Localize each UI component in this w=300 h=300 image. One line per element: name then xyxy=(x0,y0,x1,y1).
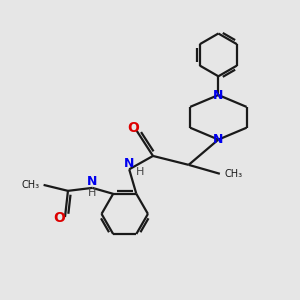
Text: N: N xyxy=(213,133,224,146)
Text: H: H xyxy=(135,167,144,177)
Text: CH₃: CH₃ xyxy=(224,169,242,179)
Text: O: O xyxy=(128,121,140,135)
Text: N: N xyxy=(87,176,97,188)
Text: N: N xyxy=(213,88,224,101)
Text: O: O xyxy=(53,211,65,225)
Text: N: N xyxy=(124,158,134,170)
Text: CH₃: CH₃ xyxy=(21,180,39,190)
Text: H: H xyxy=(88,188,96,198)
